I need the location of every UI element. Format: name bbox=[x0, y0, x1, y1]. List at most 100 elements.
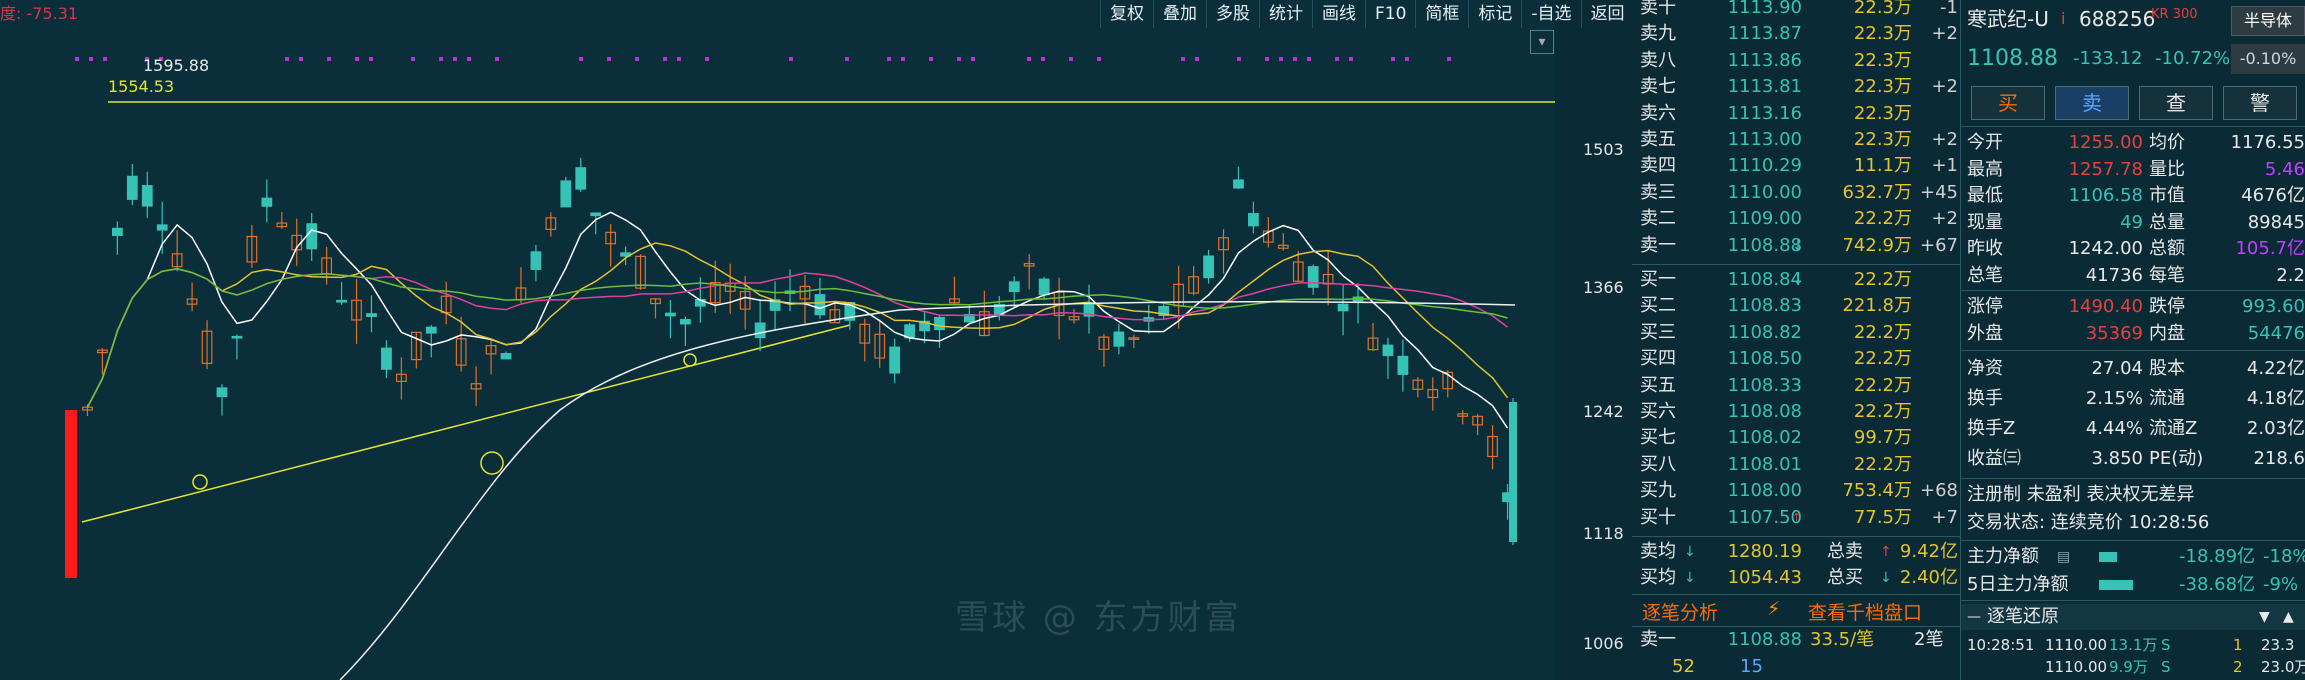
kline-chart[interactable]: 度: -75.31 1595.88 1554.53 1503 1366 1242… bbox=[0, 0, 1555, 680]
buy-level-10[interactable]: 买十 1107.50 77.5万 +7 ↑ bbox=[1632, 506, 1960, 530]
buy-level-4[interactable]: 买四 1108.50 22.2万 bbox=[1632, 347, 1960, 371]
quote-row: 昨收 1242.00 总额 105.7亿 bbox=[1961, 236, 2305, 262]
sell-level-5[interactable]: 卖五 1113.00 22.3万 +2 bbox=[1632, 128, 1960, 152]
signal-dot bbox=[369, 57, 373, 61]
sell-level-3[interactable]: 卖三 1110.00 632.7万 +45 bbox=[1632, 181, 1960, 205]
chart-toolbar: 复权 叠加 多股 统计 画线 F10 简框 标记 -自选 返回 bbox=[1100, 0, 1634, 28]
toolbar-button-3[interactable]: 统计 bbox=[1259, 0, 1312, 28]
quote-row: 今开 1255.00 均价 1176.55 bbox=[1961, 130, 2305, 156]
signal-dot bbox=[1195, 57, 1199, 61]
buy-level-7[interactable]: 买七 1108.02 99.7万 bbox=[1632, 426, 1960, 450]
sell-button[interactable]: 卖 bbox=[2055, 86, 2129, 120]
level-label: 买四 bbox=[1640, 347, 1676, 371]
price-change: -133.12 bbox=[2073, 44, 2142, 74]
buy-level-5[interactable]: 买五 1108.33 22.2万 bbox=[1632, 374, 1960, 398]
ma5-line bbox=[88, 212, 1508, 428]
info-tag[interactable]: i bbox=[2061, 4, 2065, 34]
buy-level-9[interactable]: 买九 1108.00 753.4万 +68 bbox=[1632, 479, 1960, 503]
alert-button[interactable]: 警 bbox=[2223, 86, 2297, 120]
level-change: +68 bbox=[1920, 479, 1958, 503]
level-volume: 22.3万 bbox=[1822, 22, 1912, 46]
trade-state: 交易状态: 连续竞价 10:28:56 bbox=[1967, 510, 2209, 536]
level-label: 买九 bbox=[1640, 479, 1676, 503]
toolbar-button-7[interactable]: 标记 bbox=[1468, 0, 1521, 28]
indicator-label: 度: -75.31 bbox=[0, 0, 78, 24]
sell-level-2[interactable]: 卖二 1109.00 22.2万 +2 bbox=[1632, 207, 1960, 231]
level-label: 卖八 bbox=[1640, 49, 1676, 73]
candle-body bbox=[1398, 356, 1408, 374]
candle-body bbox=[890, 347, 900, 373]
chart-icon[interactable]: ▤ bbox=[2057, 544, 2070, 570]
candle-body bbox=[262, 198, 272, 206]
signal-dot bbox=[1307, 57, 1311, 61]
level-volume: 22.3万 bbox=[1822, 75, 1912, 99]
toolbar-button-0[interactable]: 复权 bbox=[1100, 0, 1153, 28]
toolbar-button-8[interactable]: -自选 bbox=[1521, 0, 1580, 28]
level-price: 1108.02 bbox=[1712, 426, 1802, 450]
level-change: -1 bbox=[1920, 0, 1958, 20]
tab-trade-analysis[interactable]: 逐笔分析 bbox=[1642, 598, 1718, 625]
toolbar-button-5[interactable]: F10 bbox=[1365, 0, 1415, 28]
signal-dot bbox=[495, 57, 499, 61]
buy-level-2[interactable]: 买二 1108.83 221.8万 bbox=[1632, 294, 1960, 318]
level-label: 买五 bbox=[1640, 374, 1676, 398]
candle-body bbox=[681, 320, 691, 324]
sell-level-4[interactable]: 卖四 1110.29 11.1万 +1 bbox=[1632, 154, 1960, 178]
signal-dot bbox=[635, 57, 639, 61]
sell-level-10[interactable]: 卖十 1113.90 22.3万 -1 bbox=[1632, 0, 1960, 20]
level-label: 买六 bbox=[1640, 400, 1676, 424]
sell-level-6[interactable]: 卖六 1113.16 22.3万 bbox=[1632, 102, 1960, 126]
toolbar-button-9[interactable]: 返回 bbox=[1581, 0, 1634, 28]
buy-level-6[interactable]: 买六 1108.08 22.2万 bbox=[1632, 400, 1960, 424]
candle-body bbox=[1308, 267, 1318, 288]
sell-level-8[interactable]: 卖八 1113.86 22.3万 bbox=[1632, 49, 1960, 73]
candlestick-svg[interactable] bbox=[0, 0, 1555, 680]
level-label: 卖四 bbox=[1640, 154, 1676, 178]
level-change: +7 bbox=[1920, 506, 1958, 530]
level-price: 1107.50 bbox=[1712, 506, 1802, 530]
y-axis-label-1: 1503 bbox=[1583, 140, 1624, 159]
up-icon[interactable]: ▲ bbox=[2283, 604, 2294, 630]
filter-icon[interactable]: ▼ bbox=[2259, 604, 2270, 630]
sell-level-1[interactable]: 卖一 1108.88 742.9万 +67 ↓ bbox=[1632, 234, 1960, 258]
signal-dot bbox=[887, 57, 891, 61]
high-annotation: 1595.88 bbox=[143, 56, 209, 75]
level-change: +2 bbox=[1920, 207, 1958, 231]
level-label: 买七 bbox=[1640, 426, 1676, 450]
sell-level-9[interactable]: 卖九 1113.87 22.3万 +2 bbox=[1632, 22, 1960, 46]
buy-button[interactable]: 买 bbox=[1971, 86, 2045, 120]
main5-net-row: 5日主力净额 -38.68亿 -9% bbox=[1961, 572, 2305, 598]
candle-body bbox=[935, 318, 945, 330]
buy-level-3[interactable]: 买三 1108.82 22.2万 bbox=[1632, 321, 1960, 345]
minus-icon[interactable]: — bbox=[1967, 604, 1981, 630]
toolbar-button-1[interactable]: 叠加 bbox=[1153, 0, 1206, 28]
candle-body bbox=[382, 348, 392, 369]
level-label: 买三 bbox=[1640, 321, 1676, 345]
signal-dot bbox=[1279, 57, 1283, 61]
signal-dot bbox=[1349, 57, 1353, 61]
toolbar-button-4[interactable]: 画线 bbox=[1312, 0, 1365, 28]
sector-button[interactable]: 半导体 bbox=[2231, 6, 2305, 36]
level-label: 买二 bbox=[1640, 294, 1676, 318]
y-axis-label-4: 1118 bbox=[1583, 524, 1624, 543]
level-change: +2 bbox=[1920, 75, 1958, 99]
level-price: 1108.08 bbox=[1712, 400, 1802, 424]
sell-level-7[interactable]: 卖七 1113.81 22.3万 +2 bbox=[1632, 75, 1960, 99]
line-annotation: 1554.53 bbox=[108, 77, 174, 96]
buy-level-1[interactable]: 买一 1108.84 22.2万 ↓ bbox=[1632, 268, 1960, 292]
query-button[interactable]: 查 bbox=[2139, 86, 2213, 120]
sell1-summary-row: 卖一 1108.88 33.5/笔 2笔 bbox=[1632, 628, 1960, 652]
buy-level-8[interactable]: 买八 1108.01 22.2万 bbox=[1632, 453, 1960, 477]
level-volume: 22.2万 bbox=[1822, 374, 1912, 398]
toolbar-button-6[interactable]: 简框 bbox=[1415, 0, 1468, 28]
level-label: 卖七 bbox=[1640, 75, 1676, 99]
signal-dot bbox=[705, 57, 709, 61]
sector-change: -0.10% bbox=[2231, 44, 2305, 74]
signal-dot bbox=[957, 57, 961, 61]
chevron-down-icon[interactable]: ▾ bbox=[1530, 30, 1554, 54]
main-net-row: 主力净额 ▤ -18.89亿 -18% bbox=[1961, 544, 2305, 570]
tab-depth[interactable]: 查看千档盘口 bbox=[1808, 598, 1922, 625]
level-volume: 22.2万 bbox=[1822, 321, 1912, 345]
toolbar-button-2[interactable]: 多股 bbox=[1206, 0, 1259, 28]
ma10-line bbox=[88, 243, 1508, 407]
